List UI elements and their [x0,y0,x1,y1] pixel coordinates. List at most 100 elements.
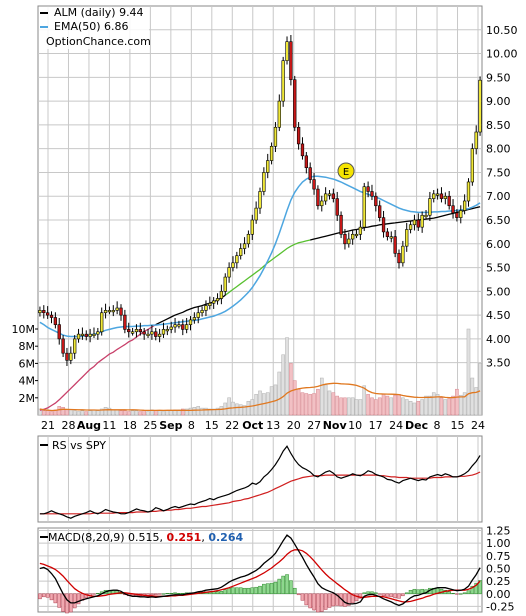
rs-panel: RS vs SPY [37,435,483,523]
volume-bar [238,404,243,416]
watermark: OptionChance.com [46,35,151,48]
volume-bar [146,411,150,416]
candle-body [76,333,81,340]
volume-bar [389,397,394,416]
volume-average-line [39,382,481,412]
macd-hist-bar [304,593,309,606]
volume-bar [57,406,62,416]
volume-bar [385,395,390,416]
candle-body [378,205,382,218]
x-label-3: 11 [102,419,116,432]
candle-body [300,143,305,157]
earnings-marker-label: E [343,167,349,178]
candle-body [358,226,363,235]
volume-bar [76,411,81,416]
macd-hist-bar [258,585,262,595]
candle-body [470,148,474,183]
candle-body [451,205,455,214]
volume-bar [397,394,401,416]
volume-bar [354,399,359,416]
volume-bar [41,410,46,416]
candle-body [142,331,146,335]
macd-tick-1: 1.00 [486,537,511,550]
candle-body [366,186,370,192]
volume-bar [347,397,351,416]
macd-hist-bar [308,593,312,609]
macd-hist-bar [238,587,243,595]
macd-hist-bar [223,589,228,595]
volume-bar [115,409,119,416]
price-tick-12: 4.50 [486,309,511,322]
rs-lines [39,445,481,519]
price-lines [39,175,481,412]
volume-bar [180,408,185,416]
volume-bar [219,406,224,416]
candle-body [212,300,216,304]
volume-bar [289,363,293,416]
volume-bar [208,408,212,416]
macd-hist-bar [169,593,173,595]
candle-body [339,214,343,235]
macd-hist-bar [358,593,363,599]
macd-hist-bar [331,593,336,607]
candle-body [73,338,77,354]
macd-hist-bar [416,589,421,595]
candle-body [184,324,189,330]
volume-bar [169,410,173,416]
volume-bar [242,405,247,416]
macd-hist-bar [173,592,177,595]
candle-body [374,195,378,207]
candle-body [235,255,239,264]
macd-hist-bar [289,580,293,595]
volume-bar [99,408,104,416]
x-label-6: Sep [159,419,182,432]
volume-bar [184,408,189,416]
volume-bar [455,388,459,416]
volume-bar [377,397,382,416]
macd-hist-bar [45,593,50,598]
macd-panel: 1.251.000.750.500.250.00-0.25 MACD(8,20,… [37,525,514,614]
price-panel: 10.50 10.00 9.50 9.00 8.50 8.00 7.50 7.00 6.50 6.… [12,5,518,416]
candle-body [200,310,204,314]
macd-line [39,534,481,607]
macd-tick-0: 1.25 [486,525,511,538]
price-tick-14: 3.50 [486,357,511,370]
macd-histogram [38,574,482,614]
volume-bar [435,394,440,416]
candle-body [424,214,428,218]
volume-bar [292,380,297,416]
candle-body [308,167,312,180]
macd-signal-line [39,549,481,603]
volume-bar [165,410,170,416]
candle-body [435,193,440,196]
candle-body [289,41,293,81]
macd-hist-bar [393,593,397,599]
volume-bar [401,397,405,416]
candle-body [49,314,54,318]
candle-body [115,307,119,311]
candle-body [420,214,424,228]
candle-body [61,338,65,354]
volume-bar [142,410,146,416]
candle-body [177,324,181,327]
price-tick-10: 5.50 [486,262,511,275]
candle-body [46,312,50,316]
candle-body [123,314,127,330]
candle-body [408,224,413,230]
macd-hist-bar [296,593,301,596]
macd-hist-bar [412,588,417,595]
candle-body [362,186,366,228]
candle-body [439,193,444,199]
candle-body [416,219,420,228]
x-label-7: 8 [188,419,195,432]
macd-legend-macd-value: 0.515 [128,531,160,544]
x-label-13: 27 [307,419,321,432]
candle-body [38,310,42,314]
volume-bar [462,392,467,416]
candle-body [119,307,123,316]
candle-body [227,267,231,278]
volume-bar [416,400,421,416]
legend-label-ema: EMA(50) 6.86 [54,20,129,33]
x-label-10: Oct [242,419,263,432]
macd-hist-bar [404,592,409,595]
